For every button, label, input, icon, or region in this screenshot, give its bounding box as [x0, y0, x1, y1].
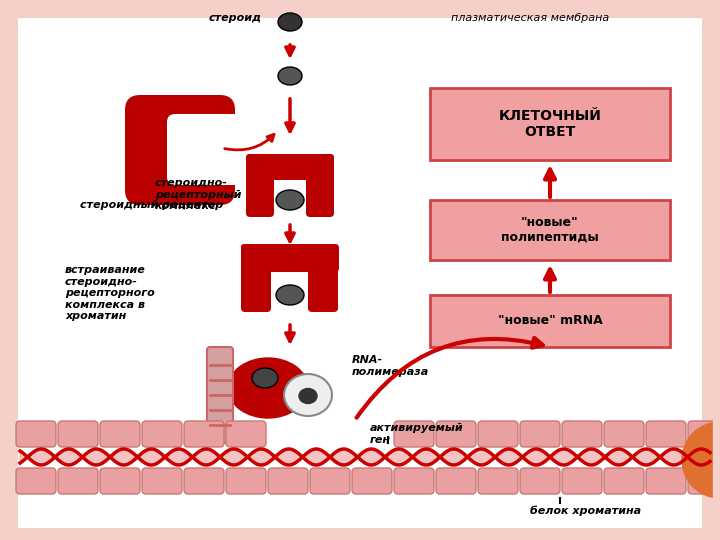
Ellipse shape	[299, 388, 317, 403]
FancyBboxPatch shape	[184, 468, 224, 494]
FancyBboxPatch shape	[520, 468, 560, 494]
Text: "новые"
полипептиды: "новые" полипептиды	[501, 216, 599, 244]
FancyBboxPatch shape	[352, 468, 392, 494]
FancyBboxPatch shape	[268, 468, 308, 494]
FancyBboxPatch shape	[241, 244, 339, 272]
Ellipse shape	[284, 374, 332, 416]
FancyBboxPatch shape	[100, 421, 140, 447]
FancyBboxPatch shape	[436, 468, 476, 494]
FancyBboxPatch shape	[310, 468, 350, 494]
Ellipse shape	[252, 368, 278, 388]
Ellipse shape	[228, 358, 308, 418]
Text: стероидно-
рецепторный
комплекс: стероидно- рецепторный комплекс	[155, 178, 241, 211]
Ellipse shape	[278, 67, 302, 85]
FancyBboxPatch shape	[646, 468, 686, 494]
FancyBboxPatch shape	[478, 421, 518, 447]
Ellipse shape	[276, 190, 304, 210]
FancyBboxPatch shape	[604, 468, 644, 494]
FancyBboxPatch shape	[184, 421, 224, 447]
FancyBboxPatch shape	[430, 200, 670, 260]
Ellipse shape	[278, 13, 302, 31]
FancyBboxPatch shape	[142, 468, 182, 494]
Text: стероидный рецептор: стероидный рецептор	[80, 200, 223, 210]
FancyBboxPatch shape	[142, 421, 182, 447]
FancyBboxPatch shape	[226, 421, 266, 447]
Text: активируемый
ген: активируемый ген	[370, 423, 464, 444]
Text: КЛЕТОЧНЫЙ
ОТВЕТ: КЛЕТОЧНЫЙ ОТВЕТ	[498, 109, 601, 139]
FancyBboxPatch shape	[394, 421, 434, 447]
FancyBboxPatch shape	[688, 468, 720, 494]
Text: "новые" mRNA: "новые" mRNA	[498, 314, 603, 327]
Text: стероид: стероид	[209, 13, 261, 23]
FancyBboxPatch shape	[100, 468, 140, 494]
FancyBboxPatch shape	[394, 468, 434, 494]
FancyBboxPatch shape	[16, 468, 56, 494]
FancyBboxPatch shape	[167, 114, 243, 185]
Text: плазматическая мембрана: плазматическая мембрана	[451, 13, 609, 23]
FancyBboxPatch shape	[308, 244, 338, 312]
FancyBboxPatch shape	[125, 95, 235, 205]
Wedge shape	[682, 422, 720, 498]
FancyBboxPatch shape	[688, 421, 720, 447]
FancyBboxPatch shape	[241, 244, 271, 312]
Ellipse shape	[276, 285, 304, 305]
FancyBboxPatch shape	[520, 421, 560, 447]
Text: RNA-
полимераза: RNA- полимераза	[352, 355, 429, 376]
FancyBboxPatch shape	[226, 468, 266, 494]
FancyBboxPatch shape	[16, 421, 56, 447]
FancyBboxPatch shape	[430, 295, 670, 347]
FancyBboxPatch shape	[246, 154, 274, 217]
FancyBboxPatch shape	[306, 154, 334, 217]
Text: белок хроматина: белок хроматина	[530, 505, 641, 516]
FancyBboxPatch shape	[58, 468, 98, 494]
FancyBboxPatch shape	[562, 421, 602, 447]
FancyBboxPatch shape	[562, 468, 602, 494]
FancyBboxPatch shape	[478, 468, 518, 494]
FancyBboxPatch shape	[246, 154, 334, 180]
FancyBboxPatch shape	[430, 88, 670, 160]
FancyBboxPatch shape	[436, 421, 476, 447]
FancyBboxPatch shape	[207, 347, 233, 443]
Text: встраивание
стероидно-
рецепторного
комплекса в
хроматин: встраивание стероидно- рецепторного комп…	[65, 265, 155, 321]
FancyBboxPatch shape	[58, 421, 98, 447]
FancyBboxPatch shape	[646, 421, 686, 447]
FancyBboxPatch shape	[604, 421, 644, 447]
